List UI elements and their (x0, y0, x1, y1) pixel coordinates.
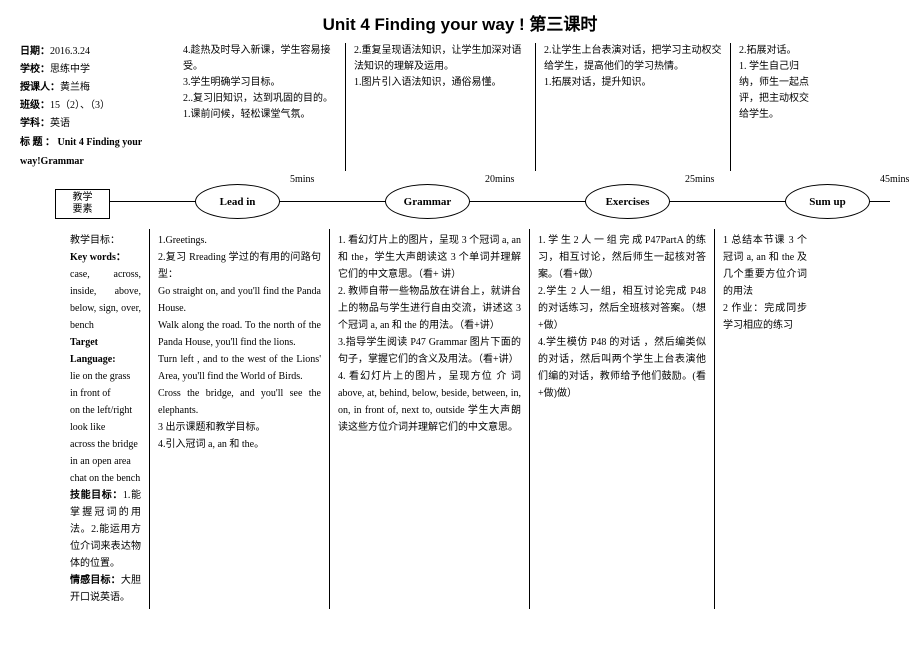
notes-row: 4.趁热及时导入新课，学生容易接受。3.学生明确学习目标。2..复习旧知识，达到… (175, 43, 900, 171)
date-label: 日期： (20, 46, 50, 57)
flow-node-sumup: Sum up (785, 184, 870, 219)
school-label: 学校： (20, 64, 50, 75)
header-row: 日期：2016.3.24 学校：思练中学 授课人：黄兰梅 班级：15（2）、（3… (20, 43, 900, 171)
flow-line (55, 201, 890, 202)
note-1: 4.趁热及时导入新课，学生容易接受。3.学生明确学习目标。2..复习旧知识，达到… (175, 43, 345, 171)
class-label: 班级： (20, 100, 50, 111)
flow-node-leadin: Lead in (195, 184, 280, 219)
exercises-col: 1. 学 生 2 人 一 组 完 成 P47PartA 的练习，相互讨论，然后师… (530, 229, 715, 609)
note-4: 2.拓展对话。1. 学生自己归纳，师生一起点评，把主动权交给学生。 (730, 43, 825, 171)
note-3: 2.让学生上台表演对话，把学习主动权交给学生，提高他们的学习热情。1.拓展对话，… (535, 43, 730, 171)
date-value: 2016.3.24 (50, 46, 90, 57)
topic-label: 标 题 ： (20, 137, 55, 148)
content-row: 教学目标：Key words：case, across, inside, abo… (20, 229, 900, 609)
objectives-col: 教学目标：Key words：case, across, inside, abo… (20, 229, 150, 609)
teacher-label: 授课人： (20, 82, 60, 93)
class-value: 15（2）、（3） (50, 100, 110, 111)
time-3: 25mins (685, 174, 714, 185)
teach-element-box: 教学要素 (55, 189, 110, 219)
sumup-col: 1 总结本节课 3 个冠词 a, an 和 the 及几个重要方位介词的用法2 … (715, 229, 815, 609)
flow-node-grammar: Grammar (385, 184, 470, 219)
note-2: 2.重复呈现语法知识，让学生加深对语法知识的理解及运用。1.图片引入语法知识，通… (345, 43, 535, 171)
subject-value: 英语 (50, 118, 70, 129)
time-4: 45mins (880, 174, 909, 185)
school-value: 思练中学 (50, 64, 90, 75)
time-1: 5mins (290, 174, 314, 185)
meta-column: 日期：2016.3.24 学校：思练中学 授课人：黄兰梅 班级：15（2）、（3… (20, 43, 175, 171)
leadin-col: 1.Greetings.2.复习 Rreading 学过的有用的问路句型：Go … (150, 229, 330, 609)
page-title: Unit 4 Finding your way ! 第三课时 (20, 10, 900, 35)
grammar-col: 1. 看幻灯片上的图片，呈现 3 个冠词 a, an 和 the，学生大声朗读这… (330, 229, 530, 609)
flow-node-exercises: Exercises (585, 184, 670, 219)
time-2: 20mins (485, 174, 514, 185)
teacher-value: 黄兰梅 (60, 82, 90, 93)
flow-diagram: 教学要素 Lead in Grammar Exercises Sum up 5m… (20, 179, 900, 224)
subject-label: 学科： (20, 118, 50, 129)
